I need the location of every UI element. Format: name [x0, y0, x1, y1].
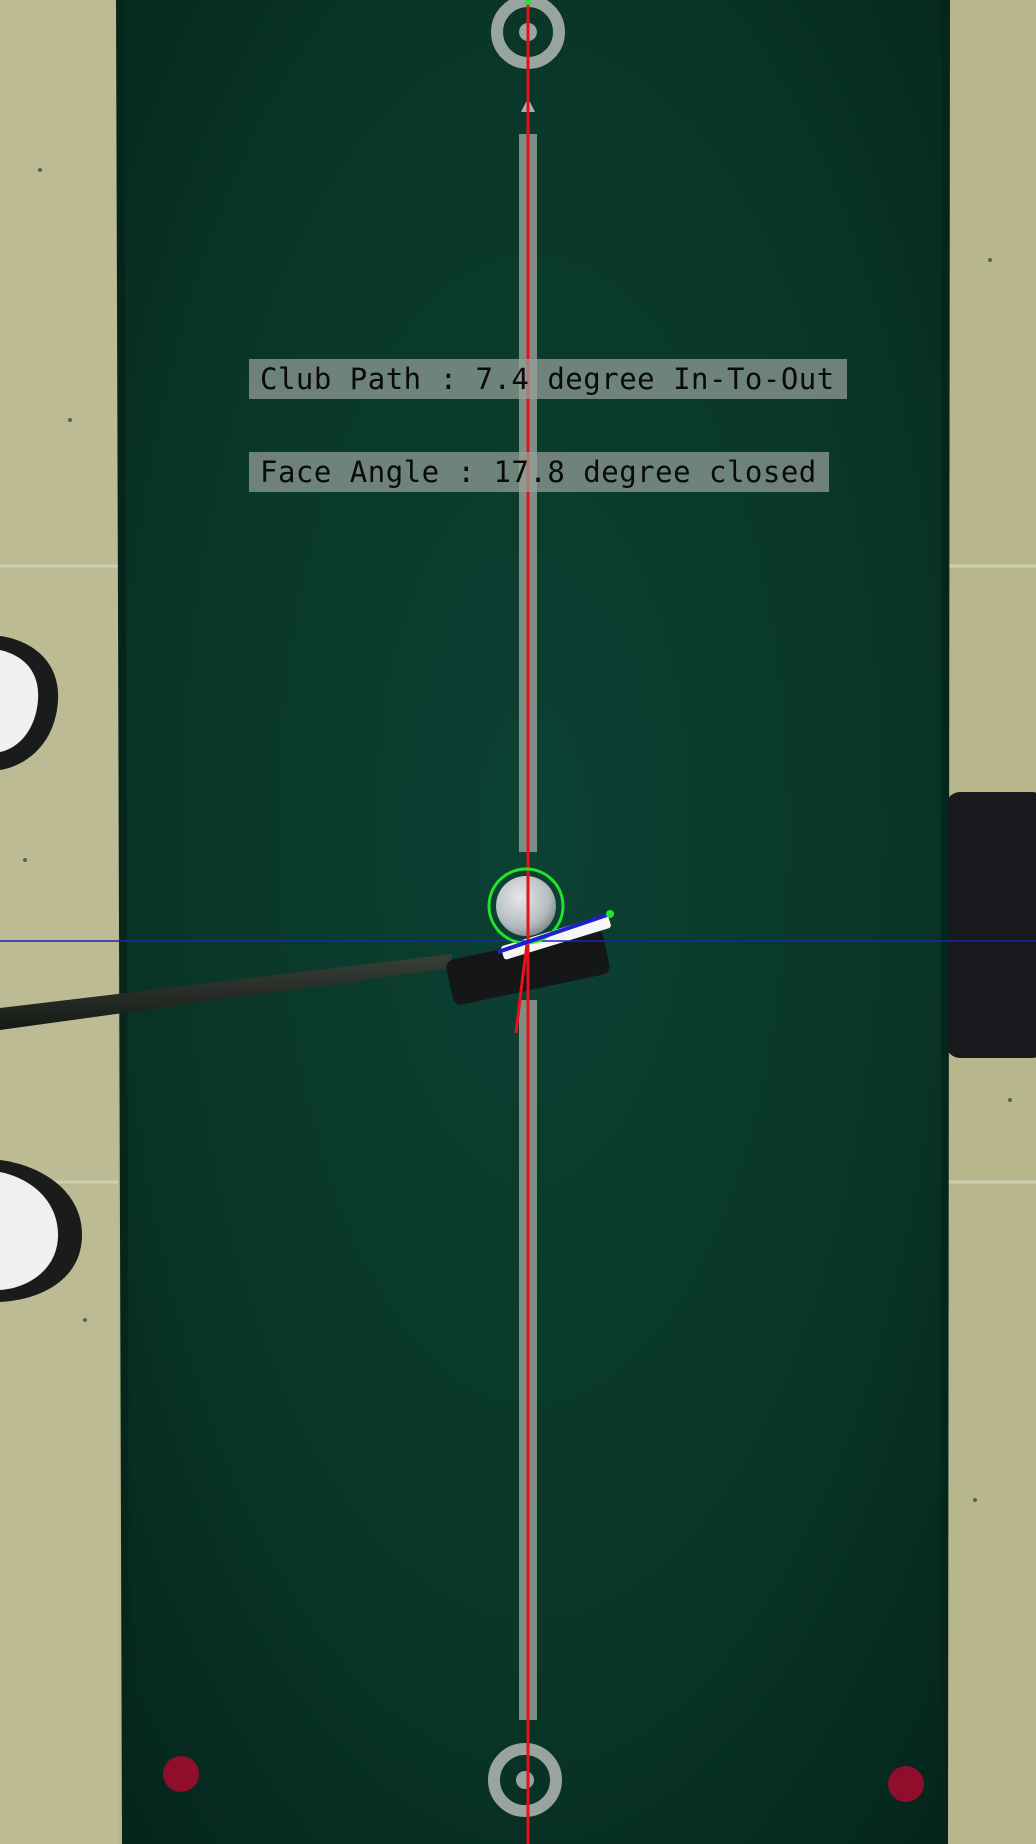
left-shoes: [0, 636, 82, 1302]
top-endpoint-marker: [525, 0, 531, 5]
floor-object-right: [946, 792, 1036, 1058]
golf-ball: [496, 876, 556, 936]
face-angle-readout: Face Angle : 17.8 degree closed: [249, 452, 829, 492]
club-path-readout: Club Path : 7.4 degree In-To-Out: [249, 359, 847, 399]
face-endpoint-marker: [606, 910, 614, 918]
face-angle-line: [497, 912, 611, 954]
club-path-curve: [514, 943, 529, 1034]
corner-dot-left: [163, 1756, 199, 1792]
corner-dot-right: [888, 1766, 924, 1802]
